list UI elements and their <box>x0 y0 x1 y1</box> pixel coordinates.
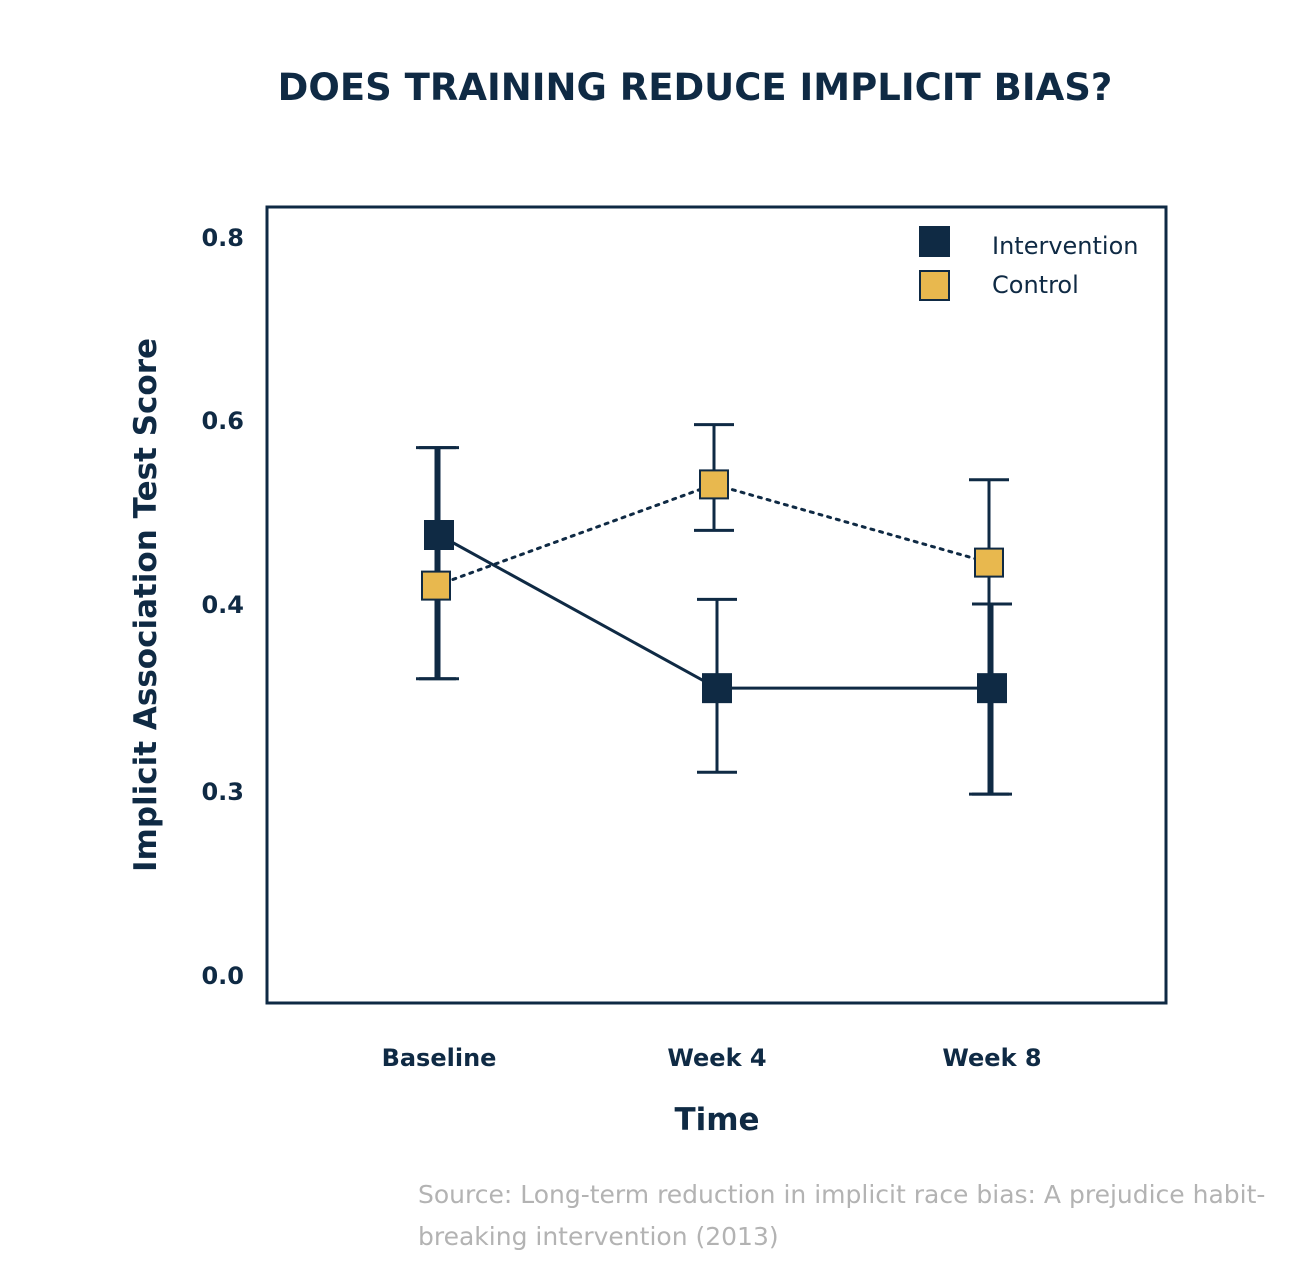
y-axis-label: Implicit Association Test Score <box>128 338 164 872</box>
y-tick-label: 0.4 <box>201 591 244 619</box>
y-axis: 0.0 0.3 0.4 0.6 0.8 <box>201 224 244 990</box>
y-tick-label: 0.6 <box>201 407 244 435</box>
x-tick-label: Week 8 <box>942 1044 1041 1072</box>
y-tick-label: 0.8 <box>201 224 244 252</box>
x-axis-label: Time <box>674 1102 759 1138</box>
legend-swatch-intervention <box>919 226 950 257</box>
error-bar-control <box>969 478 1009 796</box>
plot-frame <box>265 205 1168 1005</box>
error-bar-intervention <box>419 446 459 681</box>
legend-label-control: Control <box>992 271 1079 299</box>
y-tick-label: 0.3 <box>201 778 244 806</box>
legend-swatch-control <box>919 270 950 301</box>
chart-title: DOES TRAINING REDUCE IMPLICIT BIAS? <box>278 66 1113 109</box>
x-tick-label: Week 4 <box>667 1044 766 1072</box>
data-point-control <box>699 469 729 500</box>
plot-area <box>416 423 1012 796</box>
data-point-intervention <box>977 673 1007 704</box>
error-bar-control <box>416 446 456 681</box>
data-point-intervention <box>702 673 732 704</box>
data-point-intervention <box>424 520 454 550</box>
source-note: Source: Long-term reduction in implicit … <box>418 1180 1266 1251</box>
y-tick-label: 0.0 <box>201 962 244 990</box>
data-point-control <box>974 547 1004 578</box>
legend: Intervention Control <box>919 226 1138 301</box>
data-point-control <box>421 570 451 601</box>
x-tick-label: Baseline <box>382 1044 497 1072</box>
x-axis: Baseline Week 4 Week 8 <box>382 1044 1042 1072</box>
legend-label-intervention: Intervention <box>992 232 1138 260</box>
